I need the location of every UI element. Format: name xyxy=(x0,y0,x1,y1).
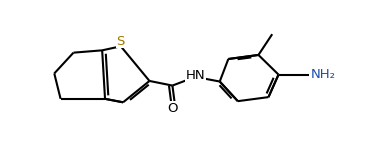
Text: S: S xyxy=(117,35,125,48)
Text: HN: HN xyxy=(185,69,205,82)
Text: O: O xyxy=(167,102,178,115)
Text: NH₂: NH₂ xyxy=(311,68,336,81)
